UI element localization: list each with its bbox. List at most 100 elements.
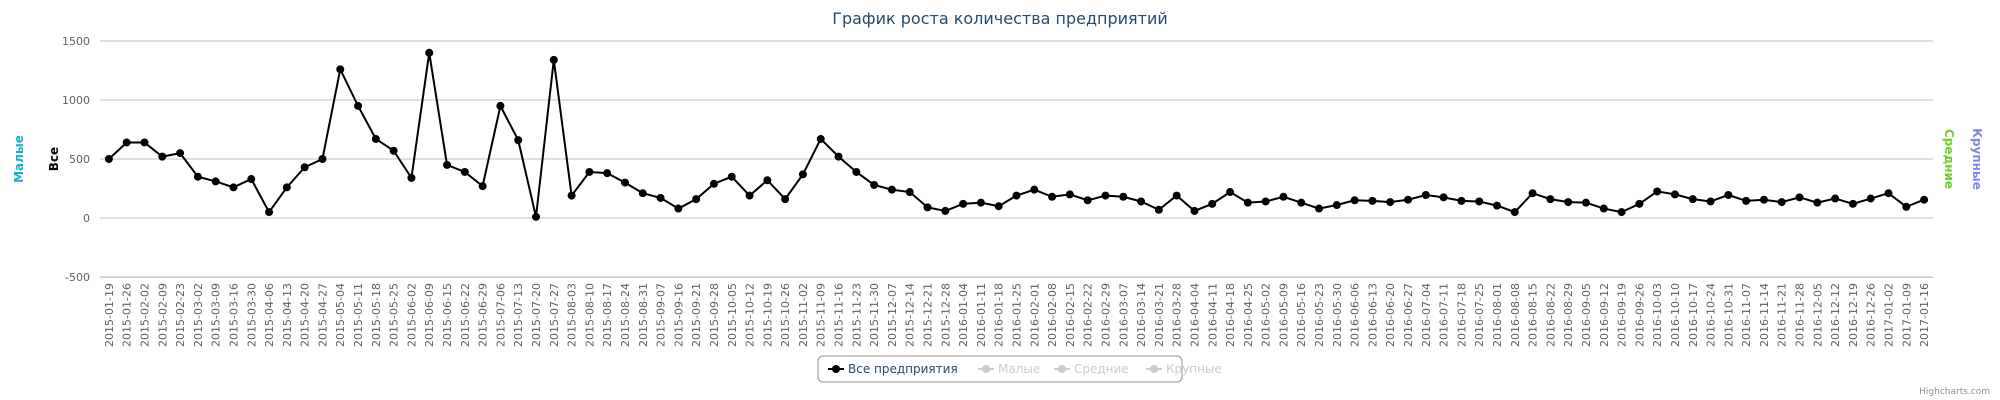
point [1759,195,1768,204]
legend-label[interactable]: Крупные [1166,362,1222,376]
x-tick-label: 2016-09-26 [1633,283,1646,347]
legend-label[interactable]: Средние [1074,362,1129,376]
point [1243,198,1252,207]
x-tick-label: 2015-05-04 [334,283,347,347]
legend-label[interactable]: Малые [998,362,1040,376]
point [549,55,558,64]
credit[interactable]: Highcharts.com [1919,387,1990,397]
x-tick-label: 2016-03-07 [1117,283,1130,347]
x-tick-label: 2016-02-15 [1064,283,1077,347]
x-tick-label: 2016-12-05 [1811,283,1824,347]
point [781,195,790,204]
point [1065,190,1074,199]
point [425,48,434,57]
point [638,189,647,198]
x-tick-label: 2016-08-29 [1562,283,1575,347]
x-tick-label: 2016-03-21 [1153,283,1166,347]
point [994,202,1003,211]
point [976,198,985,207]
point [318,155,327,163]
point [1902,202,1911,211]
x-tick-label: 2015-10-12 [744,283,757,347]
x-tick-label: 2016-11-21 [1776,283,1789,347]
point [727,172,736,181]
point [1920,195,1929,204]
x-tick-label: 2016-05-23 [1313,283,1326,347]
point [1777,198,1786,207]
point [709,179,718,188]
x-tick-label: 2015-07-20 [530,283,543,347]
x-tick-label: 2016-10-17 [1687,283,1700,347]
x-tick-label: 2016-12-26 [1865,283,1878,347]
point [1670,190,1679,199]
point [1813,198,1822,207]
point [1368,196,1377,205]
x-tick-label: 2015-04-27 [316,283,329,347]
point [176,149,185,158]
axis-title: Крупные [1970,128,1984,190]
axis-title: Средние [1942,129,1956,189]
point [1457,196,1466,205]
point [1137,197,1146,206]
point [460,167,469,176]
x-tick-label: 2016-03-14 [1135,283,1148,347]
x-tick-label: 2016-06-20 [1384,283,1397,347]
x-tick-label: 2016-05-02 [1260,283,1273,347]
point [603,169,612,178]
point [1261,197,1270,206]
x-tick-label: 2016-10-24 [1705,283,1718,347]
y-tick-label: 500 [69,153,90,166]
point [140,138,149,147]
point [389,146,398,155]
point [567,191,576,200]
y-tick-label: 0 [83,212,90,225]
x-tick-label: 2016-02-01 [1028,283,1041,347]
point [1706,197,1715,206]
point [887,185,896,194]
point [905,188,914,197]
x-tick-label: 2015-04-20 [299,283,312,347]
x-tick-label: 2016-01-04 [957,283,970,347]
point [478,182,487,191]
point [1226,188,1235,197]
x-tick-label: 2016-02-08 [1046,283,1059,347]
x-tick-label: 2015-07-13 [512,283,525,347]
x-tick-label: 2016-05-16 [1295,283,1308,347]
x-tick-label: 2015-06-09 [423,283,436,347]
point [354,101,363,110]
point [211,177,220,186]
point [122,138,131,147]
x-tick-label: 2015-11-09 [815,283,828,347]
point [1528,189,1537,198]
x-tick-label: 2016-10-03 [1651,283,1664,347]
point [870,180,879,189]
x-tick-label: 2015-07-06 [494,283,507,347]
point [1617,208,1626,217]
x-tick-label: 2015-04-06 [263,283,276,347]
point [229,183,238,192]
point [443,160,452,169]
point [1083,196,1092,205]
point [620,178,629,187]
point [852,167,861,176]
x-tick-label: 2016-04-11 [1206,283,1219,347]
point [1350,196,1359,205]
x-tick-label: 2016-11-14 [1758,283,1771,347]
x-tick-label: 2015-08-24 [619,283,632,347]
point [1688,195,1697,204]
x-tick-label: 2015-04-13 [281,283,294,347]
point [1475,197,1484,206]
point [1848,199,1857,208]
point [1332,201,1341,210]
legend-label[interactable]: Все предприятия [848,362,958,376]
x-tick-label: 2016-05-09 [1277,283,1290,347]
y-axis-title: Все [47,147,61,171]
x-tick-label: 2015-10-26 [779,283,792,347]
point [300,163,309,172]
point [1653,187,1662,196]
x-tick-label: 2016-09-12 [1598,283,1611,347]
point [371,134,380,143]
x-tick-label: 2016-08-08 [1509,283,1522,347]
x-tick-label: 2015-11-30 [868,283,881,347]
x-tick-label: 2016-10-31 [1722,283,1735,347]
